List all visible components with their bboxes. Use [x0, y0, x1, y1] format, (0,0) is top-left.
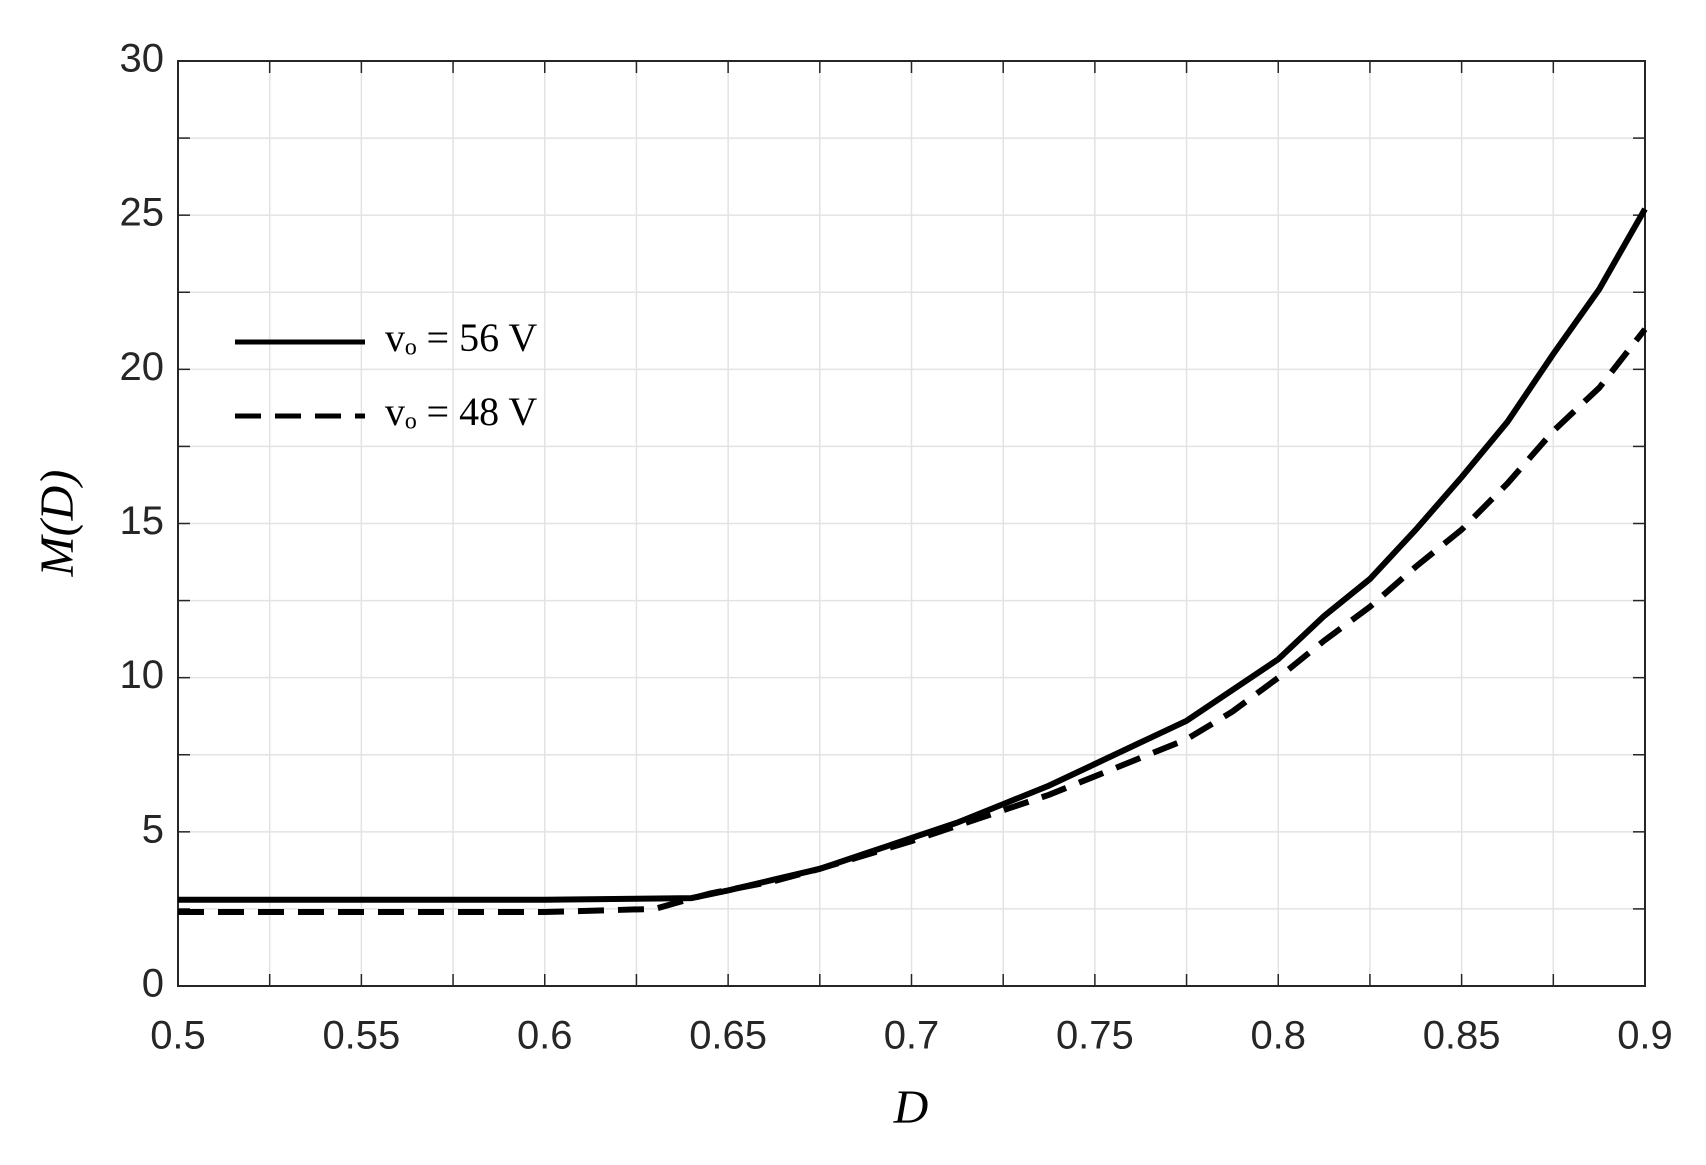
y-axis-label: M(D) [31, 470, 84, 578]
y-tick-label: 10 [120, 653, 165, 697]
y-tick-label: 25 [120, 191, 165, 235]
y-tick-label: 0 [142, 962, 164, 1006]
x-tick-label: 0.5 [150, 1014, 206, 1058]
x-tick-label: 0.9 [1617, 1014, 1673, 1058]
x-tick-label: 0.75 [1056, 1014, 1134, 1058]
legend-label: vₒ = 48 V [385, 389, 537, 434]
y-tick-label: 5 [142, 807, 164, 851]
x-tick-label: 0.7 [884, 1014, 940, 1058]
y-tick-label: 15 [120, 499, 165, 543]
x-tick-label: 0.65 [689, 1014, 767, 1058]
y-tick-label: 20 [120, 345, 165, 389]
x-tick-label: 0.6 [517, 1014, 573, 1058]
x-axis-label: D [893, 1081, 929, 1134]
x-tick-label: 0.85 [1423, 1014, 1501, 1058]
data-line [178, 207, 1648, 903]
data-line [178, 327, 1648, 915]
plot-frame [177, 60, 1646, 987]
y-tick-label: 30 [120, 37, 165, 81]
x-tick-label: 0.8 [1250, 1014, 1306, 1058]
x-tick-label: 0.55 [322, 1014, 400, 1058]
legend-label: vₒ = 56 V [385, 315, 537, 360]
